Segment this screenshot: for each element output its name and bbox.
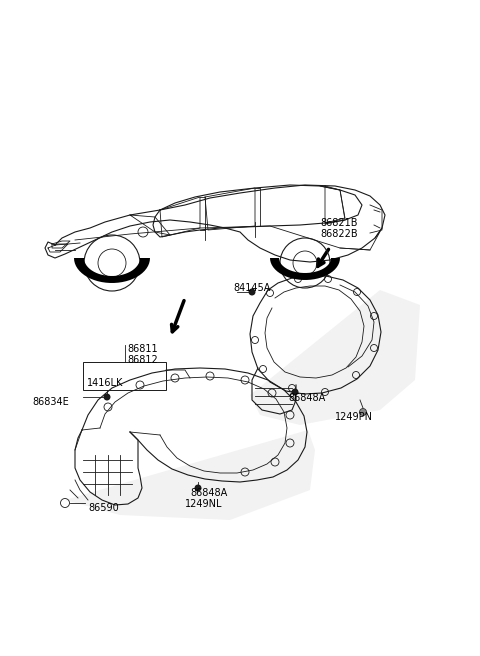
Circle shape — [249, 289, 255, 295]
Text: 1416LK: 1416LK — [87, 378, 123, 388]
Polygon shape — [250, 290, 420, 425]
Polygon shape — [65, 430, 315, 520]
Text: 86590: 86590 — [88, 503, 119, 513]
Text: 86822B: 86822B — [320, 229, 358, 239]
Polygon shape — [74, 258, 150, 283]
Text: 1249NL: 1249NL — [185, 499, 223, 509]
Text: 86821B: 86821B — [320, 218, 358, 228]
Text: 86848A: 86848A — [288, 393, 325, 403]
Text: 1249PN: 1249PN — [335, 412, 373, 422]
Circle shape — [194, 485, 202, 491]
Text: 86811: 86811 — [127, 344, 157, 354]
Circle shape — [104, 394, 110, 401]
Text: 86848A: 86848A — [190, 488, 227, 498]
Text: 86834E: 86834E — [32, 397, 69, 407]
Text: 84145A: 84145A — [233, 283, 270, 293]
Polygon shape — [270, 258, 340, 280]
Circle shape — [360, 409, 367, 415]
Text: 86812: 86812 — [127, 355, 158, 365]
Circle shape — [291, 388, 299, 396]
